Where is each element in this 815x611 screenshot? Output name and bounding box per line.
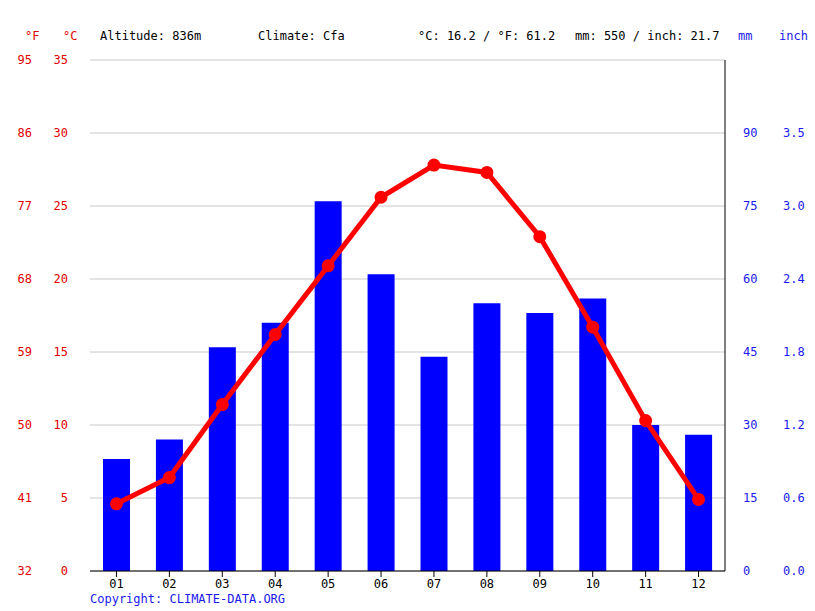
svg-text:50: 50 [18, 418, 32, 432]
svg-text:08: 08 [480, 577, 494, 591]
svg-text:30: 30 [54, 126, 68, 140]
svg-text:0: 0 [743, 564, 750, 578]
svg-text:1.2: 1.2 [783, 418, 805, 432]
svg-text:1.8: 1.8 [783, 345, 805, 359]
svg-text:3.5: 3.5 [783, 126, 805, 140]
svg-text:06: 06 [374, 577, 388, 591]
svg-text:2.4: 2.4 [783, 272, 805, 286]
svg-text:01: 01 [109, 577, 123, 591]
svg-text:60: 60 [743, 272, 757, 286]
svg-text:95: 95 [18, 53, 32, 67]
svg-text:59: 59 [18, 345, 32, 359]
svg-text:10: 10 [585, 577, 599, 591]
svg-text:15: 15 [743, 491, 757, 505]
svg-text:5: 5 [61, 491, 68, 505]
html-text:mm: mm [738, 29, 753, 43]
svg-text:32: 32 [18, 564, 32, 578]
svg-text:30: 30 [743, 418, 757, 432]
html-text:mm: 550 / inch: 21.7: mm: 550 / inch: 21.7 [575, 29, 720, 43]
svg-text:86: 86 [18, 126, 32, 140]
svg-text:15: 15 [54, 345, 68, 359]
svg-text:77: 77 [18, 199, 32, 213]
svg-text:04: 04 [268, 577, 282, 591]
svg-text:0.0: 0.0 [783, 564, 805, 578]
svg-text:05: 05 [321, 577, 335, 591]
svg-text:3.0: 3.0 [783, 199, 805, 213]
html-text:°C: 16.2 / °F: 61.2: °C: 16.2 / °F: 61.2 [418, 29, 556, 43]
svg-text:25: 25 [54, 199, 68, 213]
svg-text:07: 07 [427, 577, 441, 591]
html-text:°F: °F [25, 29, 40, 43]
svg-text:35: 35 [54, 53, 68, 67]
html-text:Copyright: CLIMATE-DATA.ORG: Copyright: CLIMATE-DATA.ORG [90, 592, 286, 606]
svg-text:02: 02 [162, 577, 176, 591]
svg-text:68: 68 [18, 272, 32, 286]
html-text:Altitude: 836m: Altitude: 836m [100, 29, 202, 43]
svg-text:41: 41 [18, 491, 32, 505]
svg-text:90: 90 [743, 126, 757, 140]
svg-text:0: 0 [61, 564, 68, 578]
html-text:°C: °C [63, 29, 78, 43]
svg-text:0.6: 0.6 [783, 491, 805, 505]
svg-text:45: 45 [743, 345, 757, 359]
html-text:inch: inch [779, 29, 808, 43]
html-text:Climate: Cfa: Climate: Cfa [258, 29, 345, 43]
svg-text:20: 20 [54, 272, 68, 286]
svg-text:11: 11 [638, 577, 652, 591]
svg-text:10: 10 [54, 418, 68, 432]
svg-text:75: 75 [743, 199, 757, 213]
svg-text:03: 03 [215, 577, 229, 591]
svg-text:09: 09 [533, 577, 547, 591]
svg-text:12: 12 [691, 577, 705, 591]
